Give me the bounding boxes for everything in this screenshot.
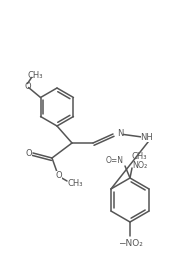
Text: NH: NH: [141, 132, 153, 141]
Text: O: O: [24, 82, 31, 91]
Text: NO₂: NO₂: [132, 160, 148, 169]
Text: CH₃: CH₃: [67, 179, 83, 188]
Text: CH₃: CH₃: [28, 71, 43, 80]
Text: −NO₂: −NO₂: [118, 239, 142, 249]
Text: N: N: [117, 129, 123, 137]
Text: O: O: [26, 148, 32, 158]
Text: CH₃: CH₃: [132, 151, 147, 160]
Text: O=N: O=N: [106, 155, 124, 165]
Text: O: O: [56, 171, 62, 179]
